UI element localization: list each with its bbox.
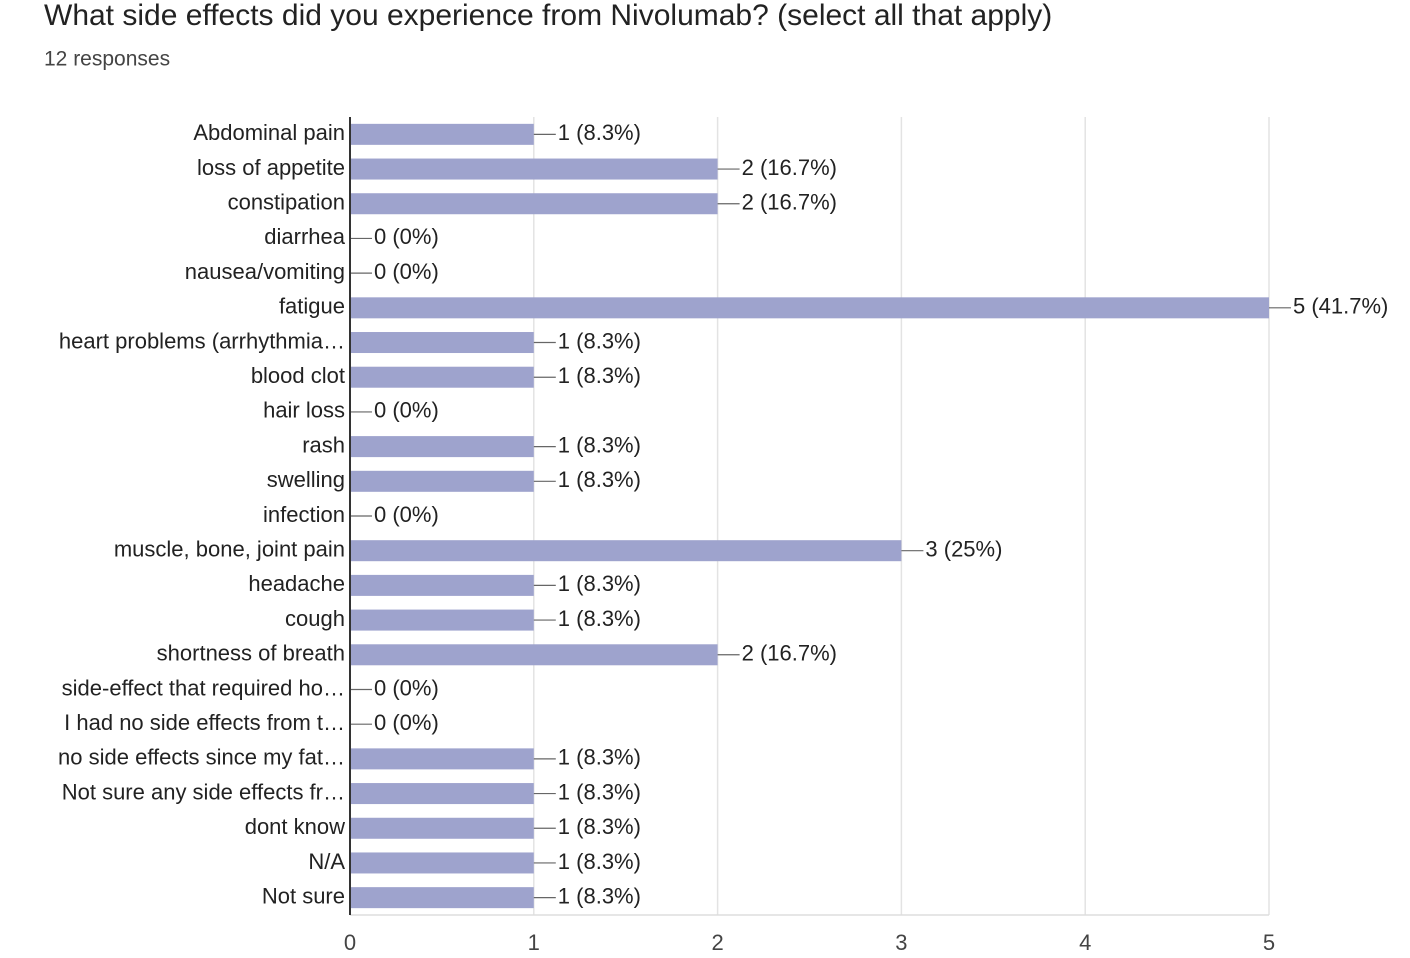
value-label: 0 (0%): [374, 502, 439, 527]
bar: [350, 748, 534, 770]
value-label: 1 (8.3%): [558, 467, 641, 492]
y-tick-label: N/A: [308, 849, 345, 874]
y-tick-label: hair loss: [263, 398, 345, 423]
x-tick-label: 0: [344, 930, 356, 955]
chart-subtitle: 12 responses: [44, 48, 170, 71]
bar: [350, 817, 534, 839]
x-tick-label: 2: [711, 930, 723, 955]
y-tick-label: fatigue: [279, 294, 345, 319]
value-label: 0 (0%): [374, 710, 439, 735]
bar: [350, 852, 534, 874]
value-label: 0 (0%): [374, 675, 439, 700]
bar: [350, 470, 534, 492]
y-tick-label: side-effect that required ho…: [62, 675, 345, 700]
value-label: 1 (8.3%): [558, 745, 641, 770]
y-tick-label: blood clot: [251, 363, 345, 388]
value-label: 2 (16.7%): [742, 155, 837, 180]
y-tick-label: infection: [263, 502, 345, 527]
y-tick-label: dont know: [245, 814, 345, 839]
bar: [350, 123, 534, 145]
bar: [350, 644, 718, 666]
y-tick-label: Not sure: [262, 883, 345, 908]
value-label: 1 (8.3%): [558, 883, 641, 908]
x-tick-label: 5: [1263, 930, 1275, 955]
x-tick-label: 4: [1079, 930, 1091, 955]
bar: [350, 366, 534, 388]
bar: [350, 436, 534, 458]
y-tick-label: diarrhea: [264, 224, 345, 249]
bar: [350, 574, 534, 596]
value-label: 2 (16.7%): [742, 641, 837, 666]
y-tick-label: muscle, bone, joint pain: [114, 537, 345, 562]
value-label: 1 (8.3%): [558, 328, 641, 353]
bar: [350, 540, 902, 562]
chart-title: What side effects did you experience fro…: [44, 0, 1052, 32]
value-label: 1 (8.3%): [558, 363, 641, 388]
value-label: 1 (8.3%): [558, 120, 641, 145]
value-label: 0 (0%): [374, 224, 439, 249]
value-label: 1 (8.3%): [558, 432, 641, 457]
bar: [350, 783, 534, 805]
y-tick-label: cough: [285, 606, 345, 631]
y-tick-label: Not sure any side effects fr…: [62, 779, 345, 804]
value-label: 1 (8.3%): [558, 849, 641, 874]
bar: [350, 332, 534, 354]
y-tick-label: nausea/vomiting: [185, 259, 345, 284]
bar: [350, 297, 1269, 319]
y-tick-label: swelling: [267, 467, 345, 492]
bar: [350, 158, 718, 180]
value-label: 3 (25%): [925, 537, 1002, 562]
y-tick-label: shortness of breath: [157, 641, 345, 666]
y-tick-label: no side effects since my fat…: [58, 745, 345, 770]
y-tick-label: Abdominal pain: [193, 120, 345, 145]
y-tick-label: heart problems (arrhythmia…: [59, 328, 345, 353]
value-label: 1 (8.3%): [558, 606, 641, 631]
x-tick-label: 3: [895, 930, 907, 955]
bar: [350, 609, 534, 631]
value-label: 1 (8.3%): [558, 571, 641, 596]
bar: [350, 193, 718, 215]
y-tick-label: constipation: [228, 190, 345, 215]
y-tick-label: I had no side effects from t…: [64, 710, 345, 735]
y-tick-label: headache: [248, 571, 345, 596]
value-label: 2 (16.7%): [742, 190, 837, 215]
x-tick-label: 1: [528, 930, 540, 955]
y-tick-label: loss of appetite: [197, 155, 345, 180]
value-label: 5 (41.7%): [1293, 294, 1388, 319]
value-label: 0 (0%): [374, 398, 439, 423]
bar: [350, 887, 534, 909]
value-label: 0 (0%): [374, 259, 439, 284]
value-label: 1 (8.3%): [558, 779, 641, 804]
value-label: 1 (8.3%): [558, 814, 641, 839]
y-tick-label: rash: [302, 432, 345, 457]
